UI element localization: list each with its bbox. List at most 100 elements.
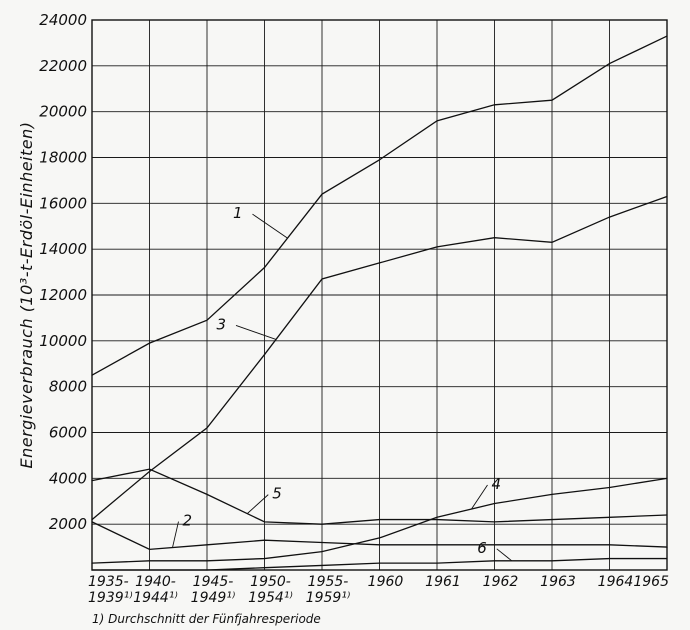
series-label-leader	[252, 213, 288, 239]
y-tick-label: 10000	[39, 332, 87, 350]
data-point-series-4	[148, 560, 151, 562]
data-point-series-3	[321, 278, 323, 280]
data-point-series-4	[263, 557, 266, 560]
data-point-series-2	[206, 544, 208, 546]
series-number-label: 5	[272, 485, 282, 503]
x-tick-label: 1935-	[88, 574, 129, 590]
series-number-label: 3	[216, 315, 226, 333]
x-tick-labels: 1935-1939¹⁾1940-1944¹⁾1945-1949¹⁾1950-19…	[88, 574, 669, 606]
data-point-series-6	[378, 562, 381, 564]
x-tick-label: 1961	[425, 574, 461, 590]
data-point-series-4	[378, 537, 381, 539]
data-point-series-6	[263, 567, 266, 569]
data-point-series-1	[148, 342, 151, 344]
data-point-series-5	[148, 468, 151, 470]
x-tick-label: 1965	[633, 574, 669, 590]
data-point-series-6	[493, 560, 496, 562]
data-point-series-2	[608, 544, 611, 546]
plot-frame	[91, 19, 668, 571]
data-point-series-6	[436, 562, 438, 564]
data-point-series-6	[321, 564, 323, 567]
data-point-series-4	[436, 516, 438, 518]
series-label-leader	[235, 325, 277, 340]
data-point-series-4	[551, 493, 553, 495]
series-label-leader	[172, 521, 179, 548]
y-tick-label: 22000	[39, 57, 87, 75]
series-label-leader	[246, 494, 269, 514]
data-point-series-2	[148, 548, 151, 550]
y-tick-label: 8000	[49, 378, 87, 396]
data-point-series-2	[263, 539, 266, 541]
x-tick-label: 1950-	[250, 574, 291, 590]
data-point-series-1	[436, 120, 438, 122]
footnote: 1) Durchschnitt der Fünfjahresperiode	[92, 612, 321, 626]
data-point-series-3	[378, 262, 381, 264]
x-tick-label: 1962	[483, 574, 519, 590]
data-point-series-1	[551, 99, 553, 101]
data-point-series-1	[378, 159, 381, 161]
y-tick-label: 14000	[39, 240, 87, 258]
x-tick-label: 1955-	[308, 574, 349, 590]
data-point-series-3	[436, 246, 438, 248]
series-label-leader	[471, 484, 488, 510]
y-tick-label: 6000	[49, 424, 87, 442]
data-point-series-4	[206, 560, 208, 562]
x-tick-sublabel: 1954¹⁾	[248, 590, 293, 606]
y-tick-labels: 2000 4000 6000 8000 10000 12000 14000 16000 1800…	[39, 11, 87, 533]
series-layer	[91, 35, 668, 571]
y-tick-label: 18000	[39, 149, 87, 167]
data-point-series-5	[321, 523, 323, 525]
data-point-series-5	[263, 521, 266, 523]
data-point-series-2	[436, 544, 438, 546]
data-point-series-6	[608, 557, 611, 560]
data-point-series-2	[493, 544, 496, 546]
x-tick-label: 1963	[540, 574, 576, 590]
data-point-series-6	[551, 560, 553, 562]
grid-layer	[92, 20, 667, 570]
x-tick-label: 1964	[598, 574, 634, 590]
data-point-series-3	[493, 237, 496, 239]
series-number-label: 6	[477, 539, 487, 557]
data-point-series-2	[378, 544, 381, 546]
series-number-label: 2	[183, 512, 193, 530]
data-point-series-5	[493, 521, 496, 523]
series-number-label: 4	[492, 475, 502, 493]
data-point-series-4	[493, 502, 496, 505]
data-point-series-1	[263, 266, 266, 269]
data-point-series-3	[551, 241, 553, 243]
data-point-series-1	[321, 193, 323, 195]
x-tick-sublabel: 1949¹⁾	[191, 590, 236, 606]
data-point-series-4	[321, 551, 323, 553]
y-tick-label: 4000	[49, 469, 87, 487]
y-tick-label: 20000	[39, 103, 87, 121]
series-label-leader	[496, 548, 513, 562]
x-tick-label: 1960	[368, 574, 404, 590]
data-point-series-4	[608, 486, 611, 489]
data-point-series-5	[608, 516, 611, 518]
data-point-series-2	[551, 544, 553, 546]
data-point-series-1	[608, 62, 611, 65]
y-tick-label: 24000	[39, 11, 87, 29]
data-point-series-3	[263, 353, 266, 356]
x-tick-label: 1940-	[135, 574, 176, 590]
x-tick-sublabel: 1944¹⁾	[133, 590, 178, 606]
data-point-series-5	[378, 518, 381, 521]
series-label-layer: 1 2 3 4 5 6	[172, 204, 513, 562]
data-point-series-3	[206, 427, 208, 429]
data-point-series-1	[493, 104, 496, 106]
data-point-series-5	[436, 518, 438, 521]
x-tick-sublabel: 1959¹⁾	[306, 590, 351, 606]
data-point-series-5	[206, 493, 208, 495]
y-tick-label: 12000	[39, 286, 87, 304]
data-point-series-2	[321, 541, 323, 544]
y-tick-label: 16000	[39, 194, 87, 212]
data-point-series-1	[206, 319, 208, 321]
data-point-series-5	[551, 518, 553, 521]
data-point-series-3	[608, 216, 611, 218]
x-tick-sublabel: 1939¹⁾	[88, 590, 133, 606]
data-point-series-3	[148, 470, 151, 473]
y-axis-label: Energieverbrauch (10³-t-Erdöl-Einheiten)	[17, 121, 36, 468]
series-number-label: 1	[233, 204, 243, 222]
